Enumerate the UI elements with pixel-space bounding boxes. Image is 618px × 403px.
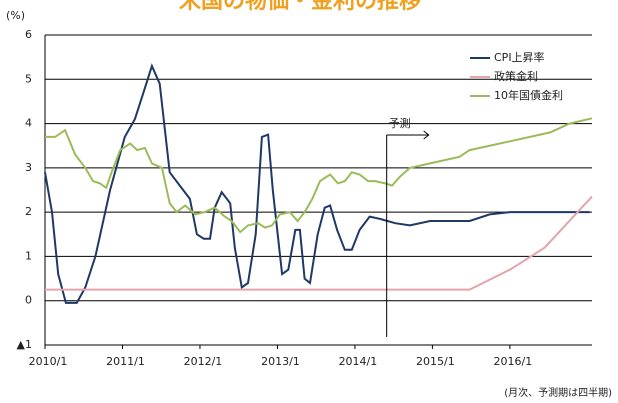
y-tick-label: ▲1 <box>17 338 32 351</box>
x-tick-label: 2013/1 <box>261 355 300 368</box>
y-tick-label: 0 <box>25 294 32 307</box>
legend-label: CPI上昇率 <box>494 50 545 64</box>
forecast-arrow <box>386 130 430 140</box>
legend-label: 10年国債金利 <box>494 88 563 102</box>
x-tick-label: 2011/1 <box>106 355 145 368</box>
x-tick-label: 2016/1 <box>494 355 533 368</box>
y-unit: (%) <box>6 9 25 22</box>
y-tick-label: 3 <box>25 161 32 174</box>
y-tick-label: 5 <box>25 72 32 85</box>
series-line <box>44 63 590 304</box>
y-tick-label: 6 <box>25 28 32 41</box>
x-tick-label: 2014/1 <box>339 355 378 368</box>
y-tick-label: 1 <box>25 249 32 262</box>
x-tick-label: 2012/1 <box>184 355 223 368</box>
series-line <box>45 195 593 291</box>
legend-label: 政策金利 <box>494 69 538 83</box>
x-tick-label: 2015/1 <box>416 355 455 368</box>
forecast-label: 予測 <box>389 116 411 130</box>
x-tick-label: 2010/1 <box>29 355 68 368</box>
y-tick-label: 2 <box>25 205 32 218</box>
series-line <box>45 117 593 234</box>
chart-title: 米国の物価・金利の推移 <box>179 0 421 14</box>
note: (月次、予測期は四半期) <box>504 386 612 399</box>
y-tick-label: 4 <box>25 117 32 130</box>
